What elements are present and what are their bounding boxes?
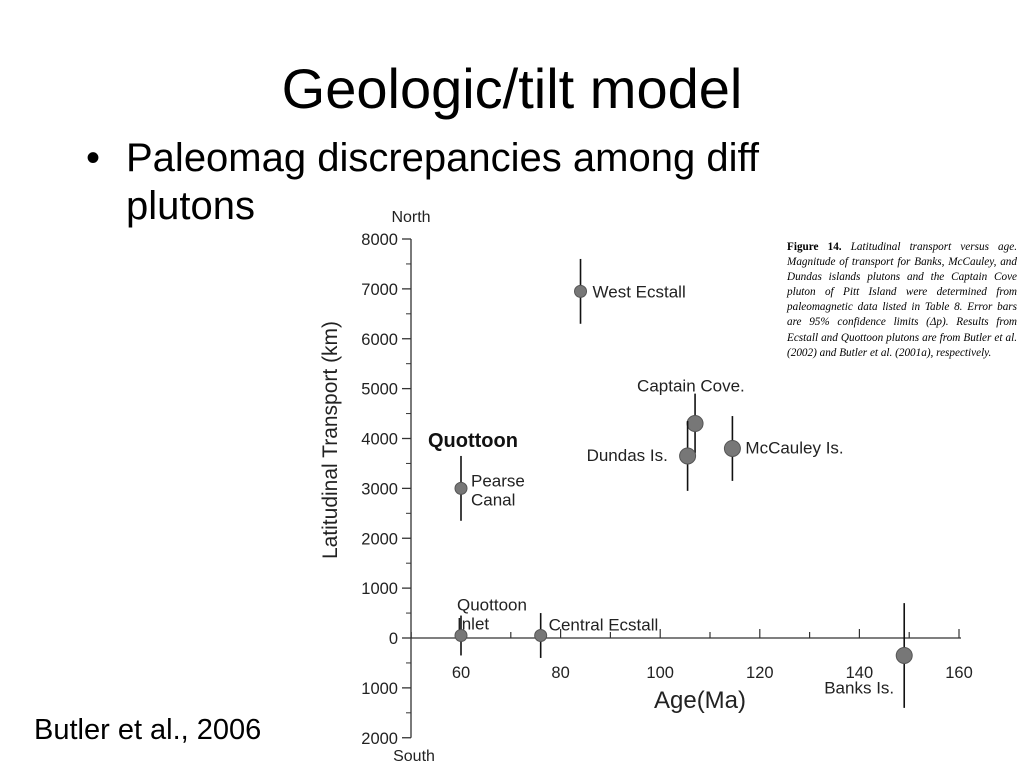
y-tick-label: 2000 — [361, 730, 398, 748]
x-tick-label: 80 — [551, 664, 569, 682]
y-tick-label: 2000 — [361, 530, 398, 548]
point-label-quottoon-inlet: Quottoon — [457, 596, 527, 615]
y-tick-label: 3000 — [361, 480, 398, 498]
y-tick-label: 6000 — [361, 331, 398, 349]
point-label-banks-is: Banks Is. — [824, 678, 894, 697]
x-axis-label: Age(Ma) — [654, 687, 746, 714]
y-tick-label: 1000 — [361, 580, 398, 598]
y-tick-label: 5000 — [361, 381, 398, 399]
data-point-captain-cove — [686, 415, 704, 433]
bullet-text: Paleomag discrepancies among diff pluton… — [126, 136, 759, 228]
y-tick-label: 1000 — [361, 680, 398, 698]
figure-caption: Figure 14. Latitudinal transport versus … — [787, 240, 1017, 361]
y-axis-south-label: South — [393, 748, 435, 765]
point-label-central-ecstall: Central Ecstall — [549, 616, 659, 635]
point-label-dundas-is: Dundas Is. — [587, 446, 668, 465]
point-label-mccauley-is: McCauley Is. — [745, 438, 843, 457]
citation: Butler et al., 2006 — [34, 714, 262, 746]
y-tick-label: 7000 — [361, 281, 398, 299]
data-point-mccauley-is — [723, 439, 741, 457]
point-label-pearse-canal: Pearse — [471, 471, 525, 490]
data-point-west-ecstall — [574, 284, 588, 298]
slide-title: Geologic/tilt model — [281, 57, 743, 120]
point-label-west-ecstall: West Ecstall — [593, 282, 686, 301]
data-point-central-ecstall — [534, 629, 548, 643]
group-label-quottoon: Quottoon — [428, 430, 518, 452]
point-label-quottoon-inlet: Inlet — [457, 615, 489, 634]
x-tick-label: 140 — [846, 664, 874, 682]
x-tick-label: 160 — [945, 664, 973, 682]
y-tick-label: 0 — [389, 630, 398, 648]
caption-label: Figure 14. — [787, 241, 842, 253]
point-label-pearse-canal: Canal — [471, 490, 515, 509]
y-tick-label: 4000 — [361, 431, 398, 449]
data-point-quottoon-inlet — [454, 629, 468, 643]
y-axis-north-label: North — [391, 209, 430, 226]
x-tick-label: 120 — [746, 664, 774, 682]
bullet-marker: • — [86, 136, 101, 180]
data-point-pearse-canal — [454, 481, 468, 495]
y-tick-label: 8000 — [361, 231, 398, 249]
x-tick-label: 60 — [452, 664, 470, 682]
x-tick-label: 100 — [646, 664, 674, 682]
y-axis-label: Latitudinal Transport (km) — [319, 321, 342, 559]
data-point-dundas-is — [679, 447, 697, 465]
point-label-captain-cove: Captain Cove. — [637, 377, 745, 396]
caption-text: Latitudinal transport versus age. Magnit… — [787, 241, 1017, 359]
data-point-banks-is — [895, 646, 913, 664]
